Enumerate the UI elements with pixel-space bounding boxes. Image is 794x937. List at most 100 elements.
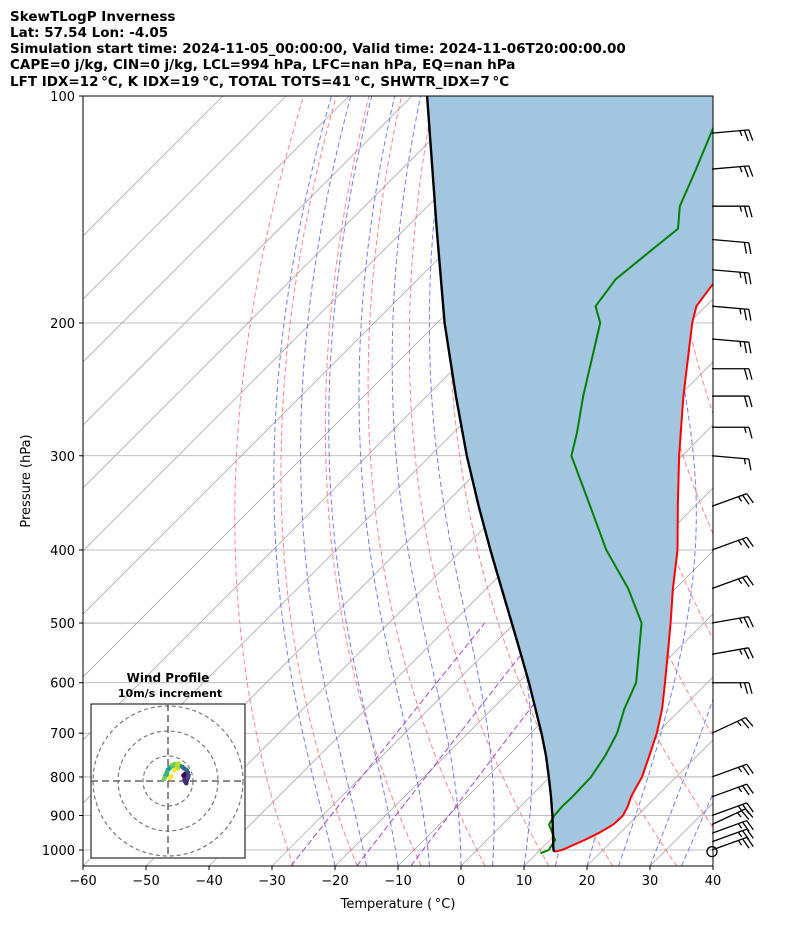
wind-barb-feather [745, 717, 754, 727]
wind-barb-half-feather [737, 540, 743, 546]
wind-barb [711, 819, 754, 834]
wind-barb-half-feather [737, 786, 743, 793]
dry-adiabat-line [760, 96, 794, 866]
wind-barb [711, 716, 754, 734]
temperature-profile [553, 282, 713, 853]
dry-adiabat-line [662, 96, 713, 416]
cin-shaded-area [427, 96, 713, 852]
wind-barb-staff [711, 716, 746, 734]
wind-barb-feather [743, 166, 749, 178]
wind-barb-staff [711, 783, 747, 798]
wind-barb-half-feather [739, 272, 742, 278]
wind-barb-feather [747, 616, 754, 628]
wind-barb [711, 783, 754, 798]
x-tick-label: −30 [258, 874, 285, 889]
wind-barb [712, 395, 753, 408]
mixing-ratio-line [356, 622, 547, 866]
moist-adiabat-line [712, 864, 713, 866]
wind-barb-feather [748, 458, 752, 471]
y-tick-label: 500 [50, 617, 75, 632]
isotherm-line [83, 96, 287, 300]
x-tick-label: −60 [69, 874, 96, 889]
wind-barb-feather [748, 342, 752, 354]
wind-barb-half-feather [739, 206, 743, 212]
wind-barb-staff [711, 536, 747, 551]
y-tick-label: 600 [50, 677, 75, 692]
wind-barb-feather [742, 785, 750, 796]
title-times: Simulation start time: 2024-11-05_00:00:… [10, 41, 626, 57]
wind-barb-feather [748, 682, 753, 694]
wind-barb-feather [743, 341, 748, 354]
wind-barb-feather [746, 802, 754, 813]
wind-barb [712, 205, 753, 218]
wind-barb-feather [748, 395, 753, 408]
wind-barb-staff [711, 338, 749, 343]
wind-barb-feather [743, 368, 749, 380]
hodograph-point [167, 775, 173, 781]
wind-barb-feather [740, 719, 750, 729]
x-tick-label: 10 [516, 874, 533, 889]
wind-barb-staff [711, 615, 749, 624]
moist-adiabat-line [745, 96, 794, 866]
dry-adiabat-line [728, 96, 794, 866]
wind-barb [712, 682, 753, 694]
wind-barb-staff [711, 819, 747, 834]
wind-barb-feather [743, 206, 749, 218]
wind-barb-feather [743, 682, 749, 694]
wind-barb-staff [711, 238, 749, 244]
wind-barb-staff [711, 647, 749, 655]
wind-barb-half-feather [738, 617, 743, 624]
x-tick-label: −10 [384, 874, 411, 889]
x-tick-label: 20 [579, 874, 596, 889]
wind-barb-staff [711, 575, 747, 590]
x-tick-label: 0 [457, 874, 465, 889]
wind-barb-half-feather [743, 458, 747, 465]
wind-barb-feather [743, 308, 748, 321]
x-tick-label: −50 [132, 874, 159, 889]
wind-barb-feather [748, 368, 753, 380]
wind-barb [711, 165, 754, 178]
isotherm-line [334, 487, 713, 866]
wind-barb [711, 238, 752, 255]
wind-barb-staff [711, 828, 747, 843]
dry-adiabat-line [367, 96, 486, 866]
wind-barb [712, 368, 753, 380]
y-tick-label: 900 [50, 810, 75, 825]
wind-barb-feather [748, 309, 752, 321]
wind-barb-feather [748, 206, 753, 218]
wind-barb [711, 536, 754, 551]
wind-barb-staff [711, 269, 749, 274]
y-tick-label: 300 [50, 450, 75, 465]
wind-barb-half-feather [739, 682, 743, 689]
wind-barb [711, 492, 754, 507]
moist-adiabat-line [391, 96, 462, 866]
wind-barb-half-feather [737, 496, 743, 502]
wind-barb [711, 647, 754, 660]
wind-barb-half-feather [739, 308, 742, 315]
wind-barb [712, 426, 753, 439]
y-tick-label: 400 [50, 544, 75, 559]
y-tick-label: 1000 [42, 844, 75, 859]
title-station: SkewTLogP Inverness [10, 9, 176, 25]
hodograph-point [161, 776, 167, 782]
x-axis-label: Temperature ( °C) [340, 897, 456, 912]
wind-barb [711, 802, 754, 817]
wind-barb [711, 763, 754, 778]
isotherm-line [397, 550, 713, 866]
hodograph-point [172, 767, 177, 773]
x-tick-label: 40 [705, 874, 722, 889]
dry-adiabat-line [280, 96, 358, 866]
wind-barb-staff [711, 305, 749, 311]
wind-barb-feather [743, 648, 750, 660]
mixing-ratio-line [290, 622, 486, 866]
wind-barb-feather [742, 804, 750, 815]
wind-barb-feather [742, 838, 750, 849]
moist-adiabat-line [681, 792, 713, 866]
title-lat-lon: Lat: 57.54 Lon: -4.05 [10, 25, 169, 41]
moist-adiabat-line [273, 96, 336, 866]
wind-barb-feather [746, 763, 754, 774]
wind-barb-staff [711, 808, 746, 826]
isotherm-line [83, 96, 539, 552]
dry-adiabat-line [408, 96, 550, 866]
